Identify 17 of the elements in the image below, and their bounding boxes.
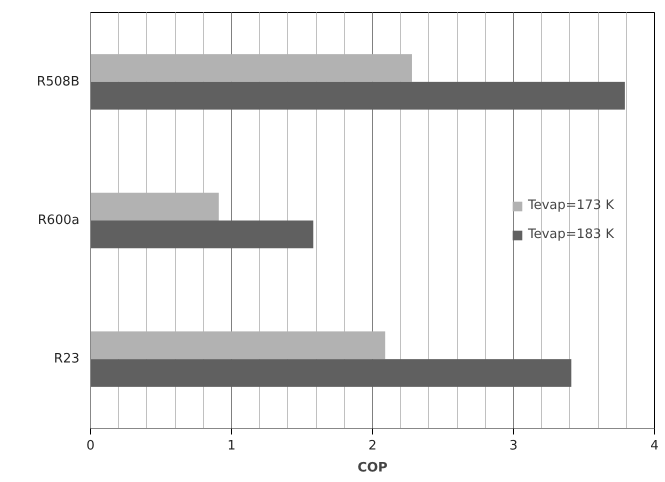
x-tick-label: 4 (650, 438, 659, 454)
legend-label: Tevap=173 K (528, 198, 614, 213)
x-axis-title: COP (357, 460, 388, 476)
x-tick-label: 1 (227, 438, 236, 454)
legend-label: Tevap=183 K (528, 227, 614, 242)
bar (90, 331, 386, 360)
bar (90, 220, 314, 248)
y-tick-label: R508B (36, 74, 80, 90)
bar (90, 82, 625, 110)
bar (90, 359, 572, 387)
bar (90, 54, 412, 82)
x-tick-label: 2 (368, 438, 377, 454)
bar (90, 192, 219, 220)
y-tick-label: R23 (54, 352, 80, 367)
y-tick-label: R600a (38, 213, 80, 228)
x-tick-label: 0 (86, 438, 95, 454)
x-tick-label: 3 (509, 438, 518, 454)
